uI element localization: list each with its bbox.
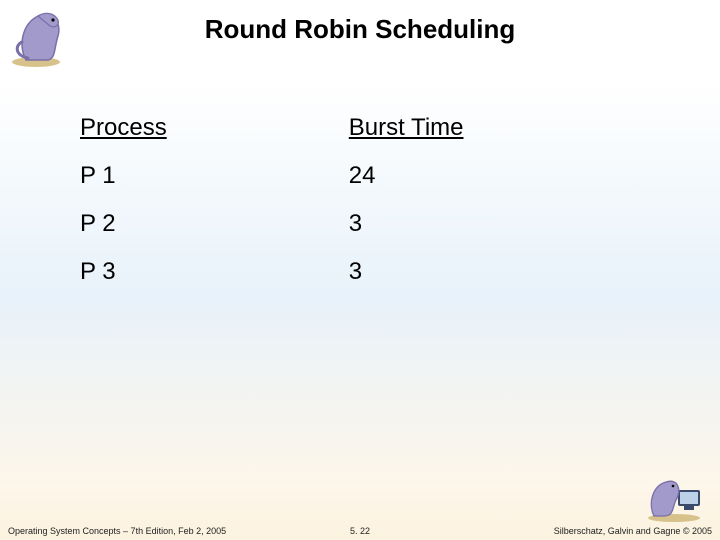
footer-center: 5. 22 (350, 526, 370, 536)
column-header-process: Process (80, 104, 349, 152)
cell-process: P 1 (80, 152, 349, 200)
cell-process: P 3 (80, 248, 349, 296)
table-row: P 3 3 (80, 248, 640, 296)
process-table: Process Burst Time P 1 24 P 2 3 P 3 3 (80, 104, 640, 296)
cell-burst: 3 (349, 200, 640, 248)
table-row: P 1 24 (80, 152, 640, 200)
slide-title: Round Robin Scheduling (0, 14, 720, 45)
table-row: P 2 3 (80, 200, 640, 248)
table-header-row: Process Burst Time (80, 104, 640, 152)
dinosaur-monitor-icon (644, 476, 706, 522)
cell-process: P 2 (80, 200, 349, 248)
column-header-burst: Burst Time (349, 104, 640, 152)
footer-right: Silberschatz, Galvin and Gagne © 2005 (554, 526, 712, 536)
footer-left: Operating System Concepts – 7th Edition,… (8, 526, 226, 536)
slide-footer: Operating System Concepts – 7th Edition,… (0, 522, 720, 536)
cell-burst: 24 (349, 152, 640, 200)
cell-burst: 3 (349, 248, 640, 296)
